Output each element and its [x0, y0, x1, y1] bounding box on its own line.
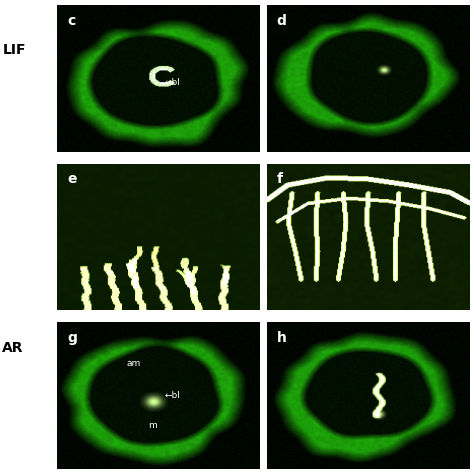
Text: LIF: LIF [2, 43, 26, 57]
Text: d: d [277, 14, 287, 27]
Text: ←bl: ←bl [164, 392, 180, 400]
Text: ←bl: ←bl [164, 78, 180, 87]
Text: AR: AR [2, 341, 24, 356]
Text: m: m [148, 421, 156, 429]
Text: f: f [277, 173, 283, 186]
Text: c: c [67, 14, 75, 27]
Text: g: g [67, 331, 77, 345]
Text: h: h [277, 331, 287, 345]
Text: e: e [67, 173, 76, 186]
Text: am: am [127, 359, 141, 368]
